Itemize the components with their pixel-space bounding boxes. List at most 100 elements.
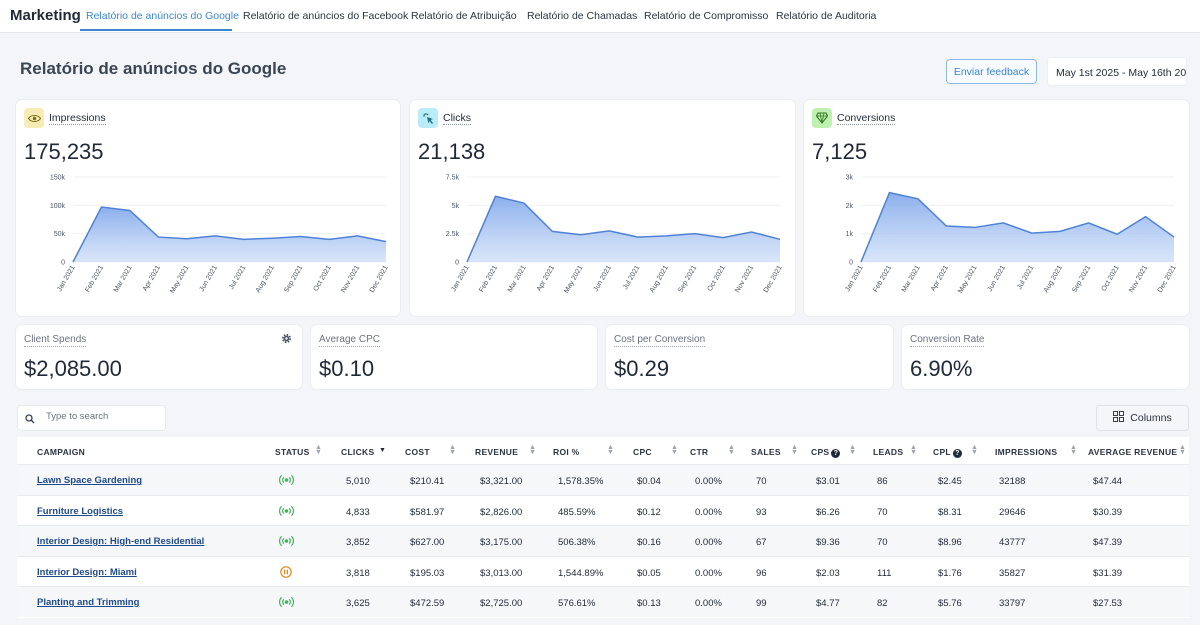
table-row[interactable]: Furniture Logistics 4,833 $581.97 $2,826.00…: [17, 494, 1189, 526]
series-line: [466, 195, 781, 263]
cell-impressions: 43777: [999, 537, 1026, 548]
column-header-campaign[interactable]: CAMPAIGN: [37, 447, 86, 457]
gear-icon[interactable]: [281, 333, 292, 347]
cell-impressions: 29646: [999, 506, 1026, 518]
table-row[interactable]: Lawn Space Gardening 5,010 $210.41 $3,321.0…: [17, 464, 1189, 495]
column-header-ctr[interactable]: CTR: [690, 447, 709, 457]
campaign-link[interactable]: Interior Design: Miami: [37, 566, 137, 578]
cell-sales: 99: [756, 598, 767, 609]
cell-cpl: $1.76: [938, 567, 962, 579]
search-input[interactable]: [46, 411, 161, 422]
x-tick-label: May 2021: [169, 264, 190, 294]
cell-cpl: $2.45: [938, 476, 962, 487]
sort-icon[interactable]: ▲ ▼: [529, 444, 536, 456]
page-title: Relatório de anúncios do Google: [20, 59, 287, 78]
cell-avg-revenue: $30.39: [1093, 506, 1123, 518]
sort-icon[interactable]: ▲ ▼: [791, 444, 798, 456]
column-header-cpl[interactable]: CPL?: [933, 447, 962, 458]
x-tick-label: Apr 2021: [142, 264, 162, 292]
metric-label: Clicks: [443, 112, 471, 125]
help-icon[interactable]: ?: [952, 449, 962, 458]
x-tick-label: Dec 2021: [763, 264, 784, 294]
column-header-revenue[interactable]: REVENUE: [475, 447, 519, 457]
cell-leads: 86: [877, 476, 888, 487]
columns-button[interactable]: Columns: [1096, 405, 1189, 431]
cell-impressions: 35827: [999, 567, 1026, 579]
sort-icon[interactable]: ▲ ▼: [607, 444, 614, 456]
status-paused-icon: [280, 565, 292, 581]
table-row[interactable]: Interior Design: High-end Residential 3,8…: [17, 525, 1189, 556]
y-tick-label: 100k: [50, 203, 66, 210]
top-nav: Marketing Relatório de anúncios do Googl…: [0, 0, 1200, 33]
x-tick-label: Mar 2021: [507, 264, 528, 293]
x-tick-label: Aug 2021: [649, 264, 670, 294]
status-active-icon: [279, 535, 294, 550]
sort-icon[interactable]: ▲ ▼: [1179, 444, 1186, 456]
cell-cpc: $0.05: [637, 567, 661, 579]
sort-icon[interactable]: ▲ ▼: [315, 444, 322, 456]
send-feedback-button[interactable]: Enviar feedback: [946, 59, 1037, 84]
sort-icon[interactable]: ▲ ▼: [849, 444, 856, 456]
metric-value: 21,138: [418, 139, 486, 164]
stat-label: Average CPC: [319, 334, 380, 347]
x-tick-label: Aug 2021: [1043, 264, 1064, 294]
cell-cps: $9.36: [816, 537, 840, 548]
cell-sales: 96: [756, 567, 767, 579]
tab-google-ads-report[interactable]: Relatório de anúncios do Google: [86, 10, 239, 22]
cell-leads: 111: [877, 567, 892, 579]
x-tick-label: Jan 2021: [56, 264, 77, 293]
cell-revenue: $3,175.00: [480, 537, 523, 548]
sort-icon[interactable]: ▲ ▼: [1070, 444, 1077, 456]
sort-icon[interactable]: ▲ ▼: [728, 444, 735, 456]
column-header-leads[interactable]: LEADS: [873, 447, 904, 457]
cell-roi: 485.59%: [558, 506, 596, 518]
column-header-cost[interactable]: COST: [405, 447, 430, 457]
column-header-average-revenue[interactable]: AVERAGE REVENUE: [1088, 447, 1178, 457]
table-row[interactable]: Interior Design: Miami 3,818 $195.03 $3,013…: [17, 555, 1189, 587]
sort-icon[interactable]: ▲ ▼: [910, 444, 917, 456]
status-active-icon: [279, 474, 294, 489]
stat-value: 6.90%: [910, 356, 973, 381]
area-fill: [467, 196, 780, 262]
cell-leads: 82: [877, 598, 888, 609]
x-tick-label: Nov 2021: [1128, 264, 1149, 294]
campaigns-table: CAMPAIGN STATUS ▲ ▼ CLICKS ▼ COST ▲ ▼ REVE…: [17, 437, 1189, 618]
column-header-sales[interactable]: SALES: [751, 447, 781, 457]
x-tick-label: Mar 2021: [113, 264, 134, 293]
cell-sales: 70: [756, 476, 767, 487]
x-tick-label: Jan 2021: [844, 264, 865, 293]
cell-avg-revenue: $47.39: [1093, 537, 1123, 548]
sort-icon[interactable]: ▲ ▼: [671, 444, 678, 456]
metric-label: Impressions: [49, 112, 106, 125]
sort-icon[interactable]: ▲ ▼: [449, 444, 456, 456]
area-fill: [73, 207, 386, 262]
cell-sales: 67: [756, 537, 767, 548]
cell-sales: 93: [756, 506, 767, 518]
campaign-link[interactable]: Lawn Space Gardening: [37, 475, 143, 486]
sort-desc-icon[interactable]: ▼: [379, 447, 386, 454]
tab-facebook-ads-report[interactable]: Relatório de anúncios do Facebook: [243, 10, 409, 22]
tab-audit-report[interactable]: Relatório de Auditoria: [776, 10, 877, 22]
campaign-link[interactable]: Interior Design: High-end Residential: [37, 536, 205, 547]
column-header-cpc[interactable]: CPC: [633, 447, 652, 457]
column-header-clicks[interactable]: CLICKS: [341, 447, 375, 457]
column-header-cps[interactable]: CPS?: [811, 447, 841, 458]
help-icon[interactable]: ?: [831, 449, 841, 458]
cell-roi: 1,544.89%: [558, 567, 604, 579]
column-header-impressions[interactable]: IMPRESSIONS: [995, 447, 1058, 457]
table-row[interactable]: Planting and Trimming 3,625 $472.59 $2,725.…: [17, 586, 1189, 617]
tab-engagement-report[interactable]: Relatório de Compromisso: [644, 10, 769, 22]
column-header-roi[interactable]: ROI %: [553, 447, 580, 457]
sort-icon[interactable]: ▲ ▼: [971, 444, 978, 456]
date-range-picker[interactable]: May 1st 2025 - May 16th 2025: [1047, 57, 1187, 86]
tab-calls-report[interactable]: Relatório de Chamadas: [527, 10, 638, 22]
y-tick-label: 0: [455, 260, 459, 267]
campaign-link[interactable]: Planting and Trimming: [37, 597, 140, 608]
campaign-link[interactable]: Furniture Logistics: [37, 505, 124, 517]
cell-cps: $2.03: [816, 567, 840, 579]
column-header-status[interactable]: STATUS: [275, 447, 310, 457]
y-tick-label: 1k: [846, 231, 854, 238]
cell-cost: $627.00: [410, 537, 445, 548]
tab-attribution-report[interactable]: Relatório de Atribuição: [411, 10, 517, 22]
cell-ctr: 0.00%: [695, 537, 722, 548]
